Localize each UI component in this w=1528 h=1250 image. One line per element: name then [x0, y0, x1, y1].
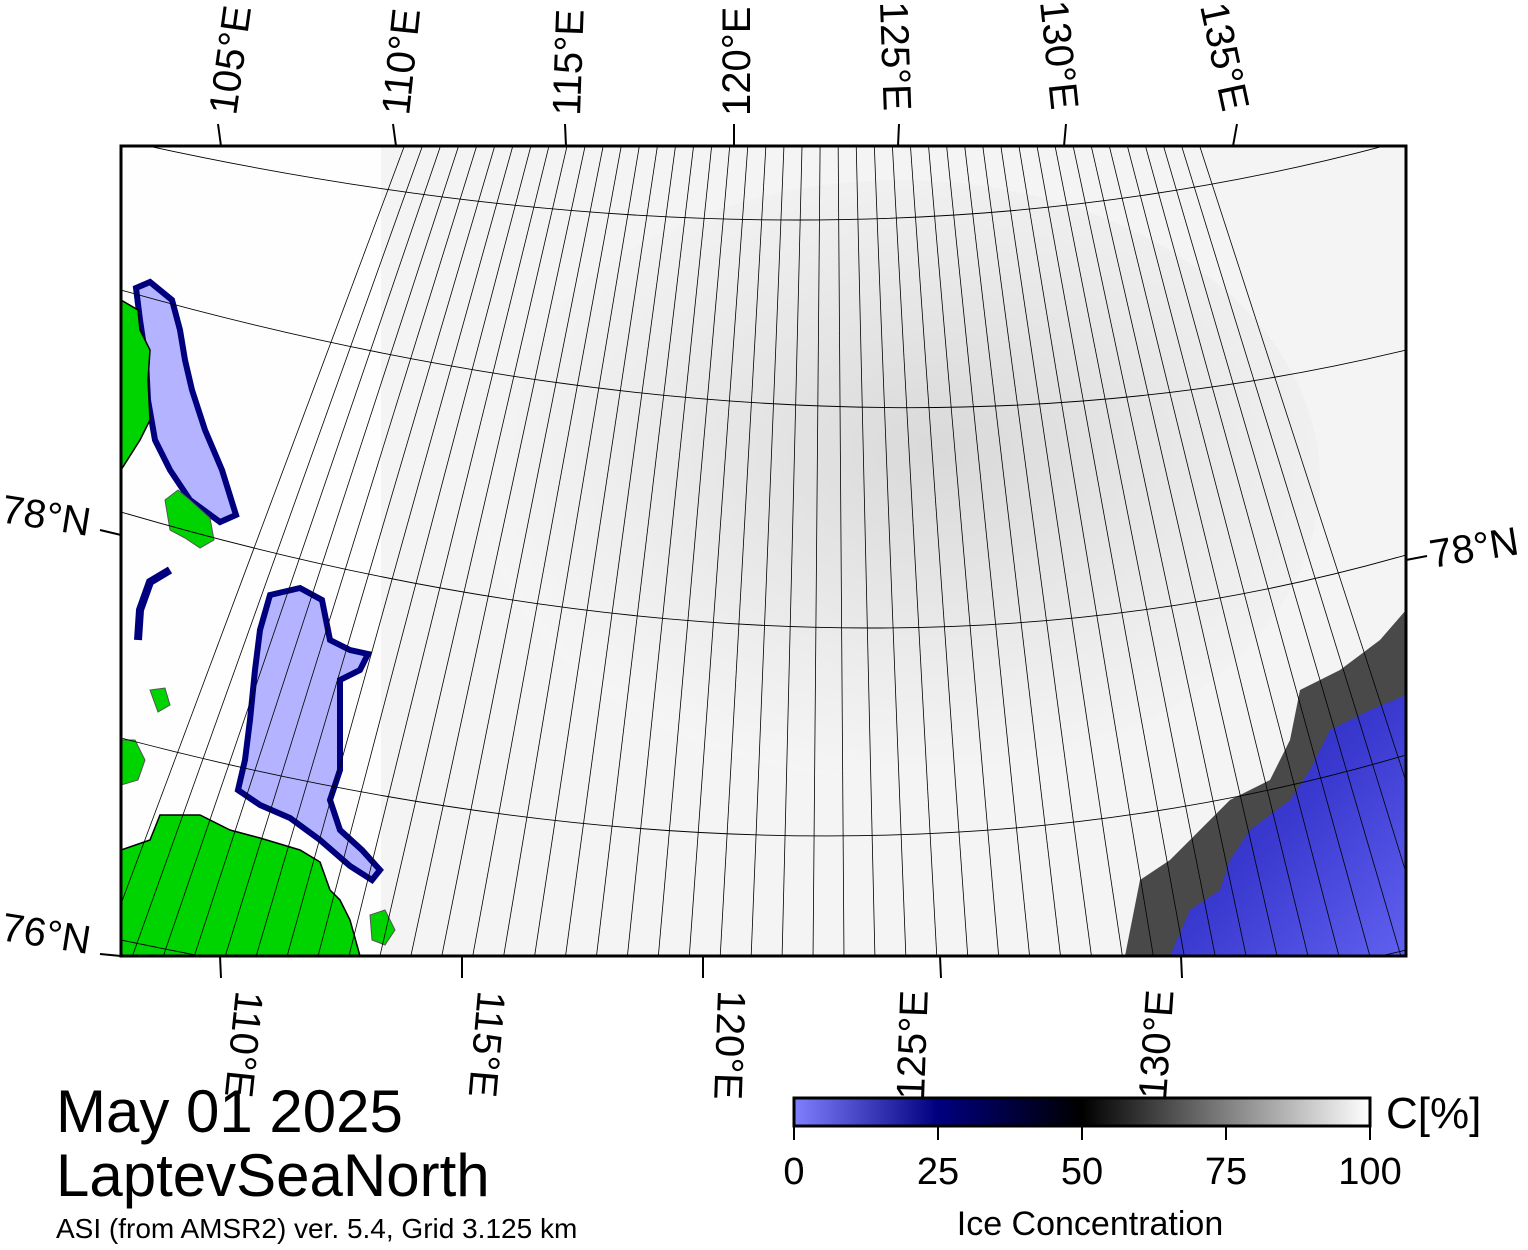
colorbar-title: Ice Concentration	[956, 1205, 1224, 1243]
ice-texture	[480, 180, 1320, 780]
bottom-lon-label-115: 115°E	[460, 989, 513, 1099]
map-frame	[119, 144, 1408, 958]
land-islet-3	[121, 739, 146, 786]
frame-ticks	[99, 123, 1428, 979]
meridian-line	[255, 146, 496, 956]
meridian-line	[781, 146, 803, 956]
land-islet-2	[149, 687, 171, 713]
meridian-line	[162, 146, 441, 956]
top-lon-label-105: 105°E	[201, 3, 260, 117]
colorbar-ticks	[793, 1126, 1371, 1140]
top-lon-label-130: 130°E	[1031, 0, 1086, 112]
top-lon-label-120: 120°E	[715, 7, 759, 116]
meridian-line	[121, 146, 405, 905]
meridian-line	[688, 146, 749, 956]
meridian-line	[964, 146, 1061, 956]
meridian-line	[317, 146, 532, 956]
meridian-line	[1072, 146, 1247, 956]
meridian-line	[1145, 146, 1371, 956]
land-islet-1	[164, 489, 215, 549]
bottom-lon-label-130: 130°E	[1131, 988, 1183, 1100]
meridian-line	[928, 146, 1000, 956]
meridian-line	[596, 146, 694, 956]
meridian-line	[472, 146, 622, 956]
right-lat-label-78: 78°N	[1427, 519, 1522, 576]
left-lat-label-78: 78°N	[0, 487, 94, 544]
polynya-small	[134, 566, 173, 641]
map-date: May 01 2025	[56, 1078, 403, 1145]
meridian-line	[1126, 146, 1340, 956]
colorbar-tick-75: 75	[1204, 1151, 1248, 1193]
colorbar-unit: C[%]	[1386, 1089, 1482, 1138]
colorbar-tick-0: 0	[783, 1151, 805, 1193]
meridian-line	[891, 146, 938, 956]
region-name: LaptevSeaNorth	[56, 1142, 490, 1209]
meridian-line	[910, 146, 969, 956]
meridian-line	[379, 146, 568, 956]
meridian-line	[946, 146, 1030, 956]
colorbar-tick-25: 25	[916, 1151, 960, 1193]
meridian-line	[1199, 146, 1406, 783]
meridian-line	[1018, 146, 1154, 956]
meridian-line	[410, 146, 586, 956]
meridian-line	[982, 146, 1092, 956]
colorbar	[792, 1096, 1372, 1128]
polynya-south	[234, 584, 384, 884]
left-lat-label-76: 76°N	[0, 905, 94, 962]
meridian-line	[1000, 146, 1123, 956]
data-source: ASI (from AMSR2) ver. 5.4, Grid 3.125 km	[56, 1213, 578, 1244]
meridian-line	[855, 146, 876, 956]
meridian-line	[719, 146, 767, 956]
meridian-line	[1090, 146, 1278, 956]
meridian-line	[193, 146, 460, 956]
open-water-east	[1170, 695, 1406, 956]
top-lon-label-115: 115°E	[545, 8, 593, 116]
land-south	[121, 814, 361, 956]
meridian-line	[657, 146, 731, 956]
colorbar-tick-50: 50	[1060, 1151, 1104, 1193]
meridian-line	[1181, 146, 1406, 874]
meridian-line	[750, 146, 785, 956]
land-north	[121, 299, 151, 472]
colorbar-tick-100: 100	[1338, 1151, 1402, 1193]
meridian-line	[132, 146, 423, 956]
meridian-line	[1054, 146, 1216, 956]
top-lon-label-110: 110°E	[374, 6, 429, 116]
meridian-line	[441, 146, 604, 956]
meridian-line	[627, 146, 713, 956]
top-lon-label-125: 125°E	[871, 1, 919, 112]
parallel-lines	[121, 146, 1406, 956]
meridian-line	[286, 146, 514, 956]
meridian-line	[1108, 146, 1309, 956]
bottom-lon-label-125: 125°E	[889, 989, 937, 1100]
top-lon-label-135: 135°E	[1191, 0, 1257, 115]
meridian-line	[812, 146, 821, 956]
map-area	[121, 146, 1406, 956]
meridian-line	[873, 146, 907, 956]
meridian-line	[837, 146, 845, 956]
meridian-line	[1163, 146, 1402, 956]
bottom-lon-label-120: 120°E	[705, 990, 753, 1101]
meridian-line	[534, 146, 658, 956]
meridian-line	[503, 146, 640, 956]
meridian-line	[224, 146, 478, 956]
meridian-line	[348, 146, 550, 956]
meridian-line	[1036, 146, 1185, 956]
